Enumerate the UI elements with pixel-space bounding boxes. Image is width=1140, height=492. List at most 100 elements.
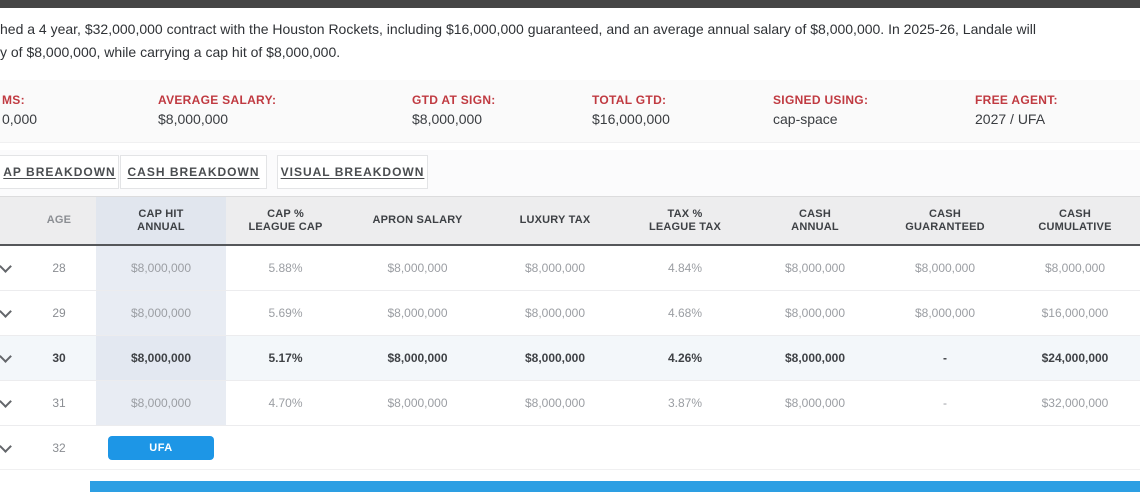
header-line: ANNUAL <box>137 220 185 233</box>
chevron-down-icon[interactable] <box>0 260 12 273</box>
breakdown-tabs: AP BREAKDOWN CASH BREAKDOWN VISUAL BREAK… <box>0 150 1140 196</box>
stat-value: $8,000,000 <box>412 111 483 127</box>
year-cell[interactable] <box>0 426 22 469</box>
top-divider-bar <box>0 0 1140 8</box>
luxury-tax-cell: $8,000,000 <box>524 306 586 320</box>
cash-guaranteed-cell: $8,000,000 <box>914 306 976 320</box>
year-column-header <box>0 197 22 244</box>
tab-cap-breakdown[interactable]: AP BREAKDOWN <box>0 155 119 189</box>
cap-pct-cell: 4.70% <box>268 396 303 410</box>
header-line: GUARANTEED <box>905 220 985 233</box>
stat-label: MS: <box>2 93 25 107</box>
luxury-tax-cell: $8,000,000 <box>524 351 586 365</box>
stat-average-salary: AVERAGE SALARY: $8,000,000 <box>158 93 276 127</box>
stat-gtd-at-sign: GTD AT SIGN: $8,000,000 <box>412 93 496 127</box>
age-cell: 29 <box>52 306 66 320</box>
cap-hit-cell: $8,000,000 <box>96 291 226 335</box>
cap-pct-cell: 5.88% <box>268 261 303 275</box>
contract-summary-line-1: hed a 4 year, $32,000,000 contract with … <box>0 21 1036 37</box>
chevron-down-icon[interactable] <box>0 439 12 453</box>
age-column-header: AGE <box>22 197 96 244</box>
cash-guaranteed-cell: - <box>943 396 947 410</box>
header-line: CASH <box>929 207 961 220</box>
age-cell: 31 <box>52 396 66 410</box>
contract-stats-band: MS: 0,000 AVERAGE SALARY: $8,000,000 GTD… <box>0 80 1140 143</box>
empty-cell <box>750 426 880 469</box>
cash-annual-cell: $8,000,000 <box>784 261 846 275</box>
cap-pct-cell: 5.17% <box>268 351 303 365</box>
cash-guaranteed-cell: $8,000,000 <box>914 261 976 275</box>
stat-value: $8,000,000 <box>158 111 229 127</box>
cash-annual-cell: $8,000,000 <box>784 396 846 410</box>
cash-cumulative-column-header: CASH CUMULATIVE <box>1010 197 1140 244</box>
header-line: CAP HIT <box>138 207 184 220</box>
tax-pct-cell: 4.26% <box>667 351 703 365</box>
header-line: LEAGUE TAX <box>648 220 722 233</box>
tab-cash-breakdown[interactable]: CASH BREAKDOWN <box>120 155 267 189</box>
stat-value: 2027 / UFA <box>975 111 1046 127</box>
stat-label: GTD AT SIGN: <box>412 93 496 107</box>
tab-visual-breakdown[interactable]: VISUAL BREAKDOWN <box>277 155 428 189</box>
table-row: 29 $8,000,000 5.69% $8,000,000 $8,000,00… <box>0 291 1140 336</box>
luxury-tax-column-header: LUXURY TAX <box>490 197 620 244</box>
table-row-free-agency: 32 UFA <box>0 426 1140 470</box>
stat-value: 0,000 <box>2 111 38 127</box>
year-cell[interactable] <box>0 336 22 380</box>
luxury-tax-cell: $8,000,000 <box>524 396 586 410</box>
cash-cumulative-cell: $32,000,000 <box>1041 396 1109 410</box>
stat-free-agent: FREE AGENT: 2027 / UFA <box>975 93 1058 127</box>
stat-total-gtd: TOTAL GTD: $16,000,000 <box>592 93 670 127</box>
year-cell[interactable] <box>0 381 22 425</box>
chevron-down-icon[interactable] <box>0 350 12 363</box>
table-row: 31 $8,000,000 4.70% $8,000,000 $8,000,00… <box>0 381 1140 426</box>
table-header-row: AGE CAP HIT ANNUAL CAP % LEAGUE CAP APRO… <box>0 196 1140 246</box>
cash-cumulative-cell: $24,000,000 <box>1041 351 1109 365</box>
age-cell: 28 <box>52 261 66 275</box>
stat-label: FREE AGENT: <box>975 93 1058 107</box>
cash-guaranteed-cell: - <box>943 351 947 365</box>
cap-hit-cell: $8,000,000 <box>96 246 226 290</box>
luxury-tax-cell: $8,000,000 <box>524 261 586 275</box>
chevron-down-icon[interactable] <box>0 305 12 318</box>
cash-cumulative-cell: $8,000,000 <box>1044 261 1106 275</box>
header-line: LUXURY TAX <box>519 214 591 226</box>
header-line: CAP % <box>267 207 304 220</box>
cap-hit-cell: $8,000,000 <box>96 381 226 425</box>
tax-pct-cell: 4.84% <box>667 261 703 275</box>
chevron-down-icon[interactable] <box>0 395 12 408</box>
cap-hit-column-header: CAP HIT ANNUAL <box>96 197 226 244</box>
ufa-badge[interactable]: UFA <box>108 435 214 460</box>
header-line: AGE <box>46 214 72 226</box>
cash-annual-column-header: CASH ANNUAL <box>750 197 880 244</box>
cash-guaranteed-column-header: CASH GUARANTEED <box>880 197 1010 244</box>
year-cell[interactable] <box>0 291 22 335</box>
stat-label: SIGNED USING: <box>773 93 869 107</box>
age-cell: 32 <box>52 440 66 455</box>
apron-salary-cell: $8,000,000 <box>387 396 448 410</box>
bottom-blue-bar <box>90 481 1140 492</box>
cap-breakdown-table: AGE CAP HIT ANNUAL CAP % LEAGUE CAP APRO… <box>0 196 1140 470</box>
cash-annual-cell: $8,000,000 <box>784 306 846 320</box>
stat-terms: MS: 0,000 <box>2 93 37 127</box>
cash-cumulative-cell: $16,000,000 <box>1041 306 1109 320</box>
header-line: APRON SALARY <box>372 214 463 226</box>
apron-salary-column-header: APRON SALARY <box>345 197 490 244</box>
table-row: 28 $8,000,000 5.88% $8,000,000 $8,000,00… <box>0 246 1140 291</box>
stat-signed-using: SIGNED USING: cap-space <box>773 93 868 127</box>
empty-cell <box>880 426 1010 469</box>
cash-annual-cell: $8,000,000 <box>784 351 846 365</box>
cap-pct-cell: 5.69% <box>268 306 303 320</box>
stat-value: cap-space <box>773 111 838 127</box>
tax-pct-column-header: TAX % LEAGUE TAX <box>620 197 750 244</box>
empty-cell <box>620 426 750 469</box>
contract-summary-line-2: y of $8,000,000, while carrying a cap hi… <box>0 44 341 60</box>
stat-label: AVERAGE SALARY: <box>158 93 277 107</box>
header-line: CASH <box>1059 207 1091 220</box>
header-line: CUMULATIVE <box>1038 220 1112 233</box>
stat-label: TOTAL GTD: <box>592 93 667 107</box>
year-cell[interactable] <box>0 246 22 290</box>
apron-salary-cell: $8,000,000 <box>387 261 448 275</box>
empty-cell <box>345 426 490 469</box>
ufa-cell: UFA <box>96 426 226 469</box>
empty-cell <box>1010 426 1140 469</box>
